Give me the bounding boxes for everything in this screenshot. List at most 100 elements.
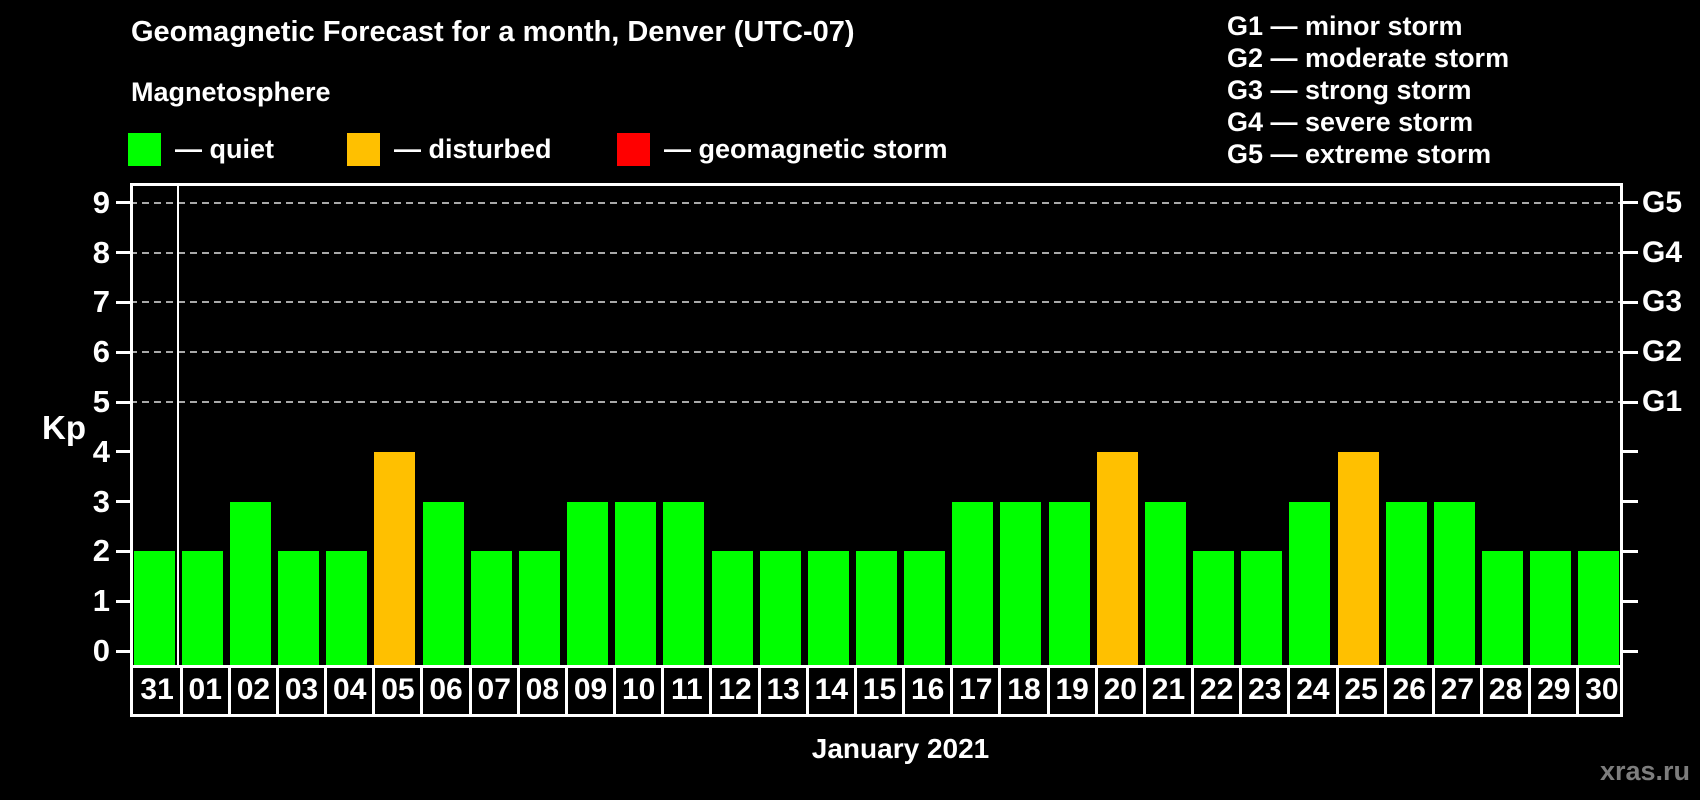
bar-day-10 [615, 501, 657, 668]
g5-legend-line: G5 — extreme storm [1227, 139, 1492, 169]
bar-day-06 [422, 501, 464, 668]
y-axis-label-3: 3 [92, 483, 110, 519]
date-cell-divider [709, 665, 713, 714]
date-cell-divider [1046, 665, 1050, 714]
date-cell-divider [179, 665, 183, 714]
right-axis-label-G5: G5 [1642, 185, 1683, 219]
y-axis-tick-1 [116, 599, 130, 603]
legend-storm-label: — geomagnetic storm [664, 133, 948, 164]
y-axis-label-8: 8 [92, 234, 110, 270]
date-cell-divider [564, 665, 568, 714]
chart-title: Geomagnetic Forecast for a month, Denver… [131, 16, 855, 48]
right-axis-label-G4: G4 [1642, 235, 1683, 269]
date-axis-row: 31 01 02 03 04 05 06 07 08 09 10 11 12 13 14 15 16 17 18 19… [130, 665, 1623, 717]
date-label-27: 27 [1440, 673, 1475, 706]
date-label-13: 13 [766, 673, 800, 706]
bar-day-17 [952, 501, 994, 668]
right-axis-tick-2 [1623, 549, 1638, 553]
date-label-25: 25 [1344, 673, 1378, 706]
gridline-kp8 [130, 251, 1623, 254]
bar-day-07 [470, 551, 512, 668]
y-axis-tick-3 [116, 500, 130, 504]
date-label-23: 23 [1248, 673, 1282, 706]
y-axis-tick-5 [116, 400, 130, 404]
right-axis-label-G3: G3 [1642, 285, 1683, 319]
date-label-26: 26 [1392, 673, 1426, 706]
bar-day-29 [1530, 551, 1572, 668]
date-label-07: 07 [477, 673, 511, 706]
date-label-02: 02 [236, 673, 271, 706]
right-axis-tick-8 [1623, 251, 1638, 255]
date-cell-divider [1191, 665, 1195, 714]
date-label-17: 17 [959, 673, 993, 706]
g3-legend-line: G3 — strong storm [1227, 75, 1472, 105]
date-label-01: 01 [188, 673, 222, 706]
legend-quiet-label: — quiet [175, 133, 274, 164]
storm-color-swatch [617, 132, 650, 166]
date-cell-divider [661, 665, 665, 714]
gridline-kp9 [130, 201, 1623, 204]
y-axis-label-1: 1 [92, 583, 110, 619]
y-axis-tick-4 [116, 450, 130, 454]
bar-day-08 [518, 551, 560, 668]
bar-day-13 [759, 551, 801, 668]
legend-item-quiet: — quiet [128, 132, 274, 166]
right-axis-tick-4 [1623, 450, 1638, 454]
date-label-29: 29 [1537, 673, 1571, 706]
date-label-12: 12 [718, 673, 752, 706]
y-axis-tick-7 [116, 300, 130, 304]
chart-subtitle: Magnetosphere [131, 77, 331, 107]
storm-scale-legend: G1 — minor storm G2 — moderate storm G3 … [1227, 10, 1509, 170]
date-cell-divider [998, 665, 1002, 714]
date-label-21: 21 [1151, 673, 1186, 706]
date-cell-divider [1142, 665, 1146, 714]
bar-day-12 [711, 551, 753, 668]
x-axis-title: January 2021 [811, 733, 990, 764]
date-cell-divider [420, 665, 424, 714]
bar-day-14 [807, 551, 849, 668]
gridline-kp6 [130, 351, 1623, 354]
legend-item-storm: — geomagnetic storm [617, 132, 948, 166]
right-axis-tick-7 [1623, 300, 1638, 304]
date-cell-divider [372, 665, 376, 714]
date-label-16: 16 [910, 673, 945, 706]
date-cell-divider [902, 665, 906, 714]
date-label-24: 24 [1296, 673, 1330, 706]
bar-day-16 [904, 551, 946, 668]
date-label-11: 11 [670, 673, 703, 706]
date-cell-divider [227, 665, 231, 714]
disturbed-color-swatch [347, 132, 380, 166]
g2-legend-line: G2 — moderate storm [1227, 43, 1510, 73]
date-label-05: 05 [381, 673, 415, 706]
date-cell-divider [757, 665, 761, 714]
date-cell-divider [853, 665, 857, 714]
y-axis-title: Kp [42, 409, 86, 446]
date-cell-divider [1239, 665, 1243, 714]
date-label-30: 30 [1585, 673, 1619, 706]
date-cell-divider [275, 665, 279, 714]
date-label-28: 28 [1488, 673, 1523, 706]
date-label-06: 06 [429, 673, 463, 706]
date-cell-divider [805, 665, 809, 714]
bar-day-24 [1289, 501, 1331, 668]
bar-day-28 [1482, 551, 1524, 668]
bar-day-30 [1578, 551, 1620, 668]
right-axis-tick-5 [1623, 400, 1638, 404]
y-axis-label-9: 9 [92, 184, 110, 220]
bar-day-18 [1000, 501, 1042, 668]
bar-day-31 [133, 551, 175, 668]
bar-day-21 [1144, 501, 1186, 668]
date-label-18: 18 [1007, 673, 1041, 706]
date-cell-divider [1094, 665, 1098, 714]
legend-disturbed-label: — disturbed [394, 133, 552, 164]
bar-day-01 [181, 551, 223, 668]
bar-day-02 [229, 501, 271, 668]
date-label-08: 08 [525, 673, 560, 706]
date-label-14: 14 [814, 673, 849, 706]
gridline-kp5 [130, 401, 1623, 403]
date-label-19: 19 [1055, 673, 1089, 706]
bar-day-20 [1096, 451, 1138, 668]
date-cell-divider [1335, 665, 1339, 714]
bar-day-15 [856, 551, 897, 668]
y-axis-label-5: 5 [92, 384, 110, 419]
